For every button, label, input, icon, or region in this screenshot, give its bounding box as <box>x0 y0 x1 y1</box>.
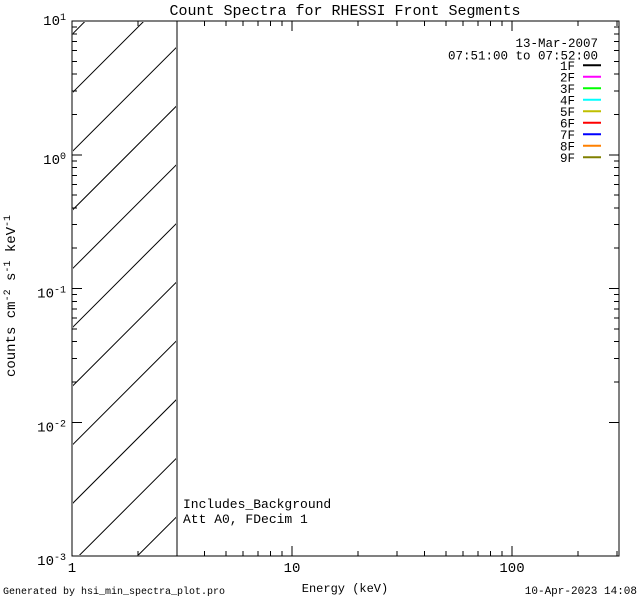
svg-text:1: 1 <box>68 561 76 577</box>
svg-text:10-1: 10-1 <box>37 286 66 303</box>
svg-text:Att A0, FDecim 1: Att A0, FDecim 1 <box>183 512 308 527</box>
svg-text:10-3: 10-3 <box>37 553 66 570</box>
svg-text:10-2: 10-2 <box>37 419 66 436</box>
svg-text:9F: 9F <box>560 152 575 166</box>
svg-text:counts cm-2 s-1 keV-1: counts cm-2 s-1 keV-1 <box>3 215 20 377</box>
svg-text:100: 100 <box>499 561 524 577</box>
svg-text:Includes_Background: Includes_Background <box>183 497 331 512</box>
svg-text:07:51:00 to 07:52:00: 07:51:00 to 07:52:00 <box>448 49 598 63</box>
svg-text:100: 100 <box>43 152 66 169</box>
svg-text:Energy (keV): Energy (keV) <box>302 582 388 596</box>
svg-text:Count Spectra for RHESSI Front: Count Spectra for RHESSI Front Segments <box>169 3 520 20</box>
svg-text:10: 10 <box>284 561 301 577</box>
svg-text:Generated by hsi_min_spectra_p: Generated by hsi_min_spectra_plot.pro <box>3 586 225 598</box>
svg-text:101: 101 <box>43 13 66 30</box>
svg-text:10-Apr-2023 14:08: 10-Apr-2023 14:08 <box>525 586 637 598</box>
